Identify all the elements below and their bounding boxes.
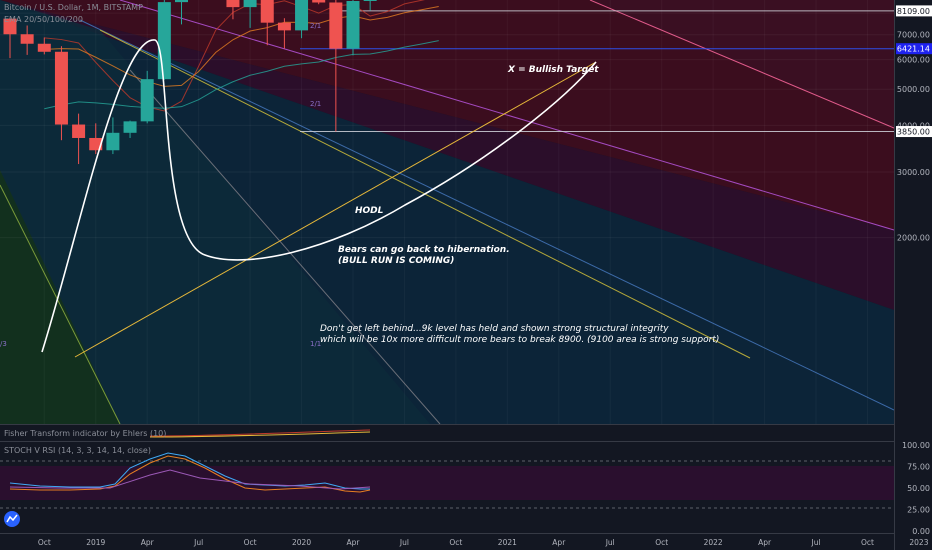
x-tick-label: Apr bbox=[552, 538, 566, 547]
stoch-pane bbox=[0, 452, 894, 533]
x-tick-label: Oct bbox=[449, 538, 462, 547]
projection-lines bbox=[41, 39, 597, 358]
stoch-tick-label: 75.00 bbox=[907, 463, 930, 472]
candle bbox=[260, 0, 274, 46]
x-tick-label: 2022 bbox=[704, 538, 723, 547]
study-title: EMA 20/50/100/200 bbox=[4, 15, 83, 24]
symbol-title: Bitcoin / U.S. Dollar, 1M, BITSTAMP bbox=[4, 3, 143, 12]
candle bbox=[295, 0, 309, 39]
svg-text:6421.14: 6421.14 bbox=[897, 45, 930, 54]
x-tick-label: Apr bbox=[141, 538, 155, 547]
stoch-tick-label: 25.00 bbox=[907, 506, 930, 515]
y-tick-label: 4000.00 bbox=[897, 121, 930, 130]
x-tick-label: Jul bbox=[605, 538, 615, 547]
price-level-label: 3850.00 bbox=[896, 126, 932, 138]
x-tick-label: 2023 bbox=[909, 538, 928, 547]
x-tick-label: Oct bbox=[38, 538, 51, 547]
x-tick-label: Jul bbox=[811, 538, 821, 547]
stoch-title: STOCH V RSI (14, 3, 3, 14, 14, close) bbox=[4, 446, 151, 455]
ema-lines bbox=[44, 0, 439, 112]
candle bbox=[157, 0, 171, 80]
candle bbox=[54, 46, 68, 141]
chart-annotation: Bears can go back to hibernation. bbox=[338, 245, 510, 255]
y-tick-label: 7000.00 bbox=[897, 31, 930, 40]
chart-annotation: Don't get left behind...9k level has hel… bbox=[320, 324, 669, 334]
x-tick-label: 2021 bbox=[498, 538, 517, 547]
candle bbox=[243, 0, 257, 28]
candle bbox=[277, 18, 291, 49]
x-tick-label: 2020 bbox=[292, 538, 311, 547]
x-tick-label: 2019 bbox=[86, 538, 105, 547]
y-tick-label: 5000.00 bbox=[897, 85, 930, 94]
candle bbox=[123, 120, 137, 138]
candle bbox=[363, 0, 377, 11]
x-tick-label: Apr bbox=[347, 538, 361, 547]
x-tick-label: Jul bbox=[399, 538, 409, 547]
fan-label: 1/1 bbox=[310, 340, 321, 348]
y-tick-label: 6000.00 bbox=[897, 56, 930, 65]
svg-text:8109.00: 8109.00 bbox=[897, 7, 930, 16]
chart-annotation: which will be 10x more difficult more be… bbox=[320, 335, 719, 345]
stoch-tick-label: 0.00 bbox=[912, 527, 930, 536]
fisher-title: Fisher Transform indicator by Ehlers (10… bbox=[4, 429, 167, 438]
fan-label: 2/1 bbox=[310, 100, 321, 108]
x-tick-label: Apr bbox=[758, 538, 772, 547]
chart-annotation: X = Bullish Target bbox=[507, 65, 599, 75]
candle bbox=[37, 37, 51, 55]
fan-label: 2/1 bbox=[310, 22, 321, 30]
chart-annotation: (BULL RUN IS COMING) bbox=[338, 256, 454, 266]
chart-annotation: HODL bbox=[355, 206, 384, 216]
x-tick-label: Oct bbox=[655, 538, 668, 547]
candle bbox=[89, 123, 103, 155]
stoch-tick-label: 50.00 bbox=[907, 484, 930, 493]
stoch-tick-label: 100.00 bbox=[902, 441, 930, 450]
fan-zones bbox=[0, 0, 894, 424]
svg-text:3850.00: 3850.00 bbox=[897, 128, 930, 137]
candle bbox=[312, 0, 326, 5]
grid bbox=[0, 12, 894, 239]
candle bbox=[175, 0, 188, 25]
candle bbox=[106, 117, 120, 155]
candle bbox=[3, 17, 17, 59]
candle bbox=[72, 113, 86, 165]
y-tick-label: 2000.00 bbox=[897, 234, 930, 243]
candle bbox=[20, 25, 34, 55]
logo-mark-icon bbox=[6, 514, 18, 523]
candle bbox=[346, 0, 360, 56]
y-tick-label: 3000.00 bbox=[897, 168, 930, 177]
candle bbox=[140, 70, 154, 124]
price-level-label: 8109.00 bbox=[896, 5, 932, 17]
candle bbox=[226, 0, 240, 20]
price-level-label: 6421.14 bbox=[896, 43, 932, 55]
x-tick-label: Oct bbox=[244, 538, 257, 547]
candle bbox=[329, 0, 343, 132]
fan-label: /3 bbox=[0, 340, 7, 348]
x-tick-label: Jul bbox=[193, 538, 203, 547]
x-tick-label: Oct bbox=[861, 538, 874, 547]
